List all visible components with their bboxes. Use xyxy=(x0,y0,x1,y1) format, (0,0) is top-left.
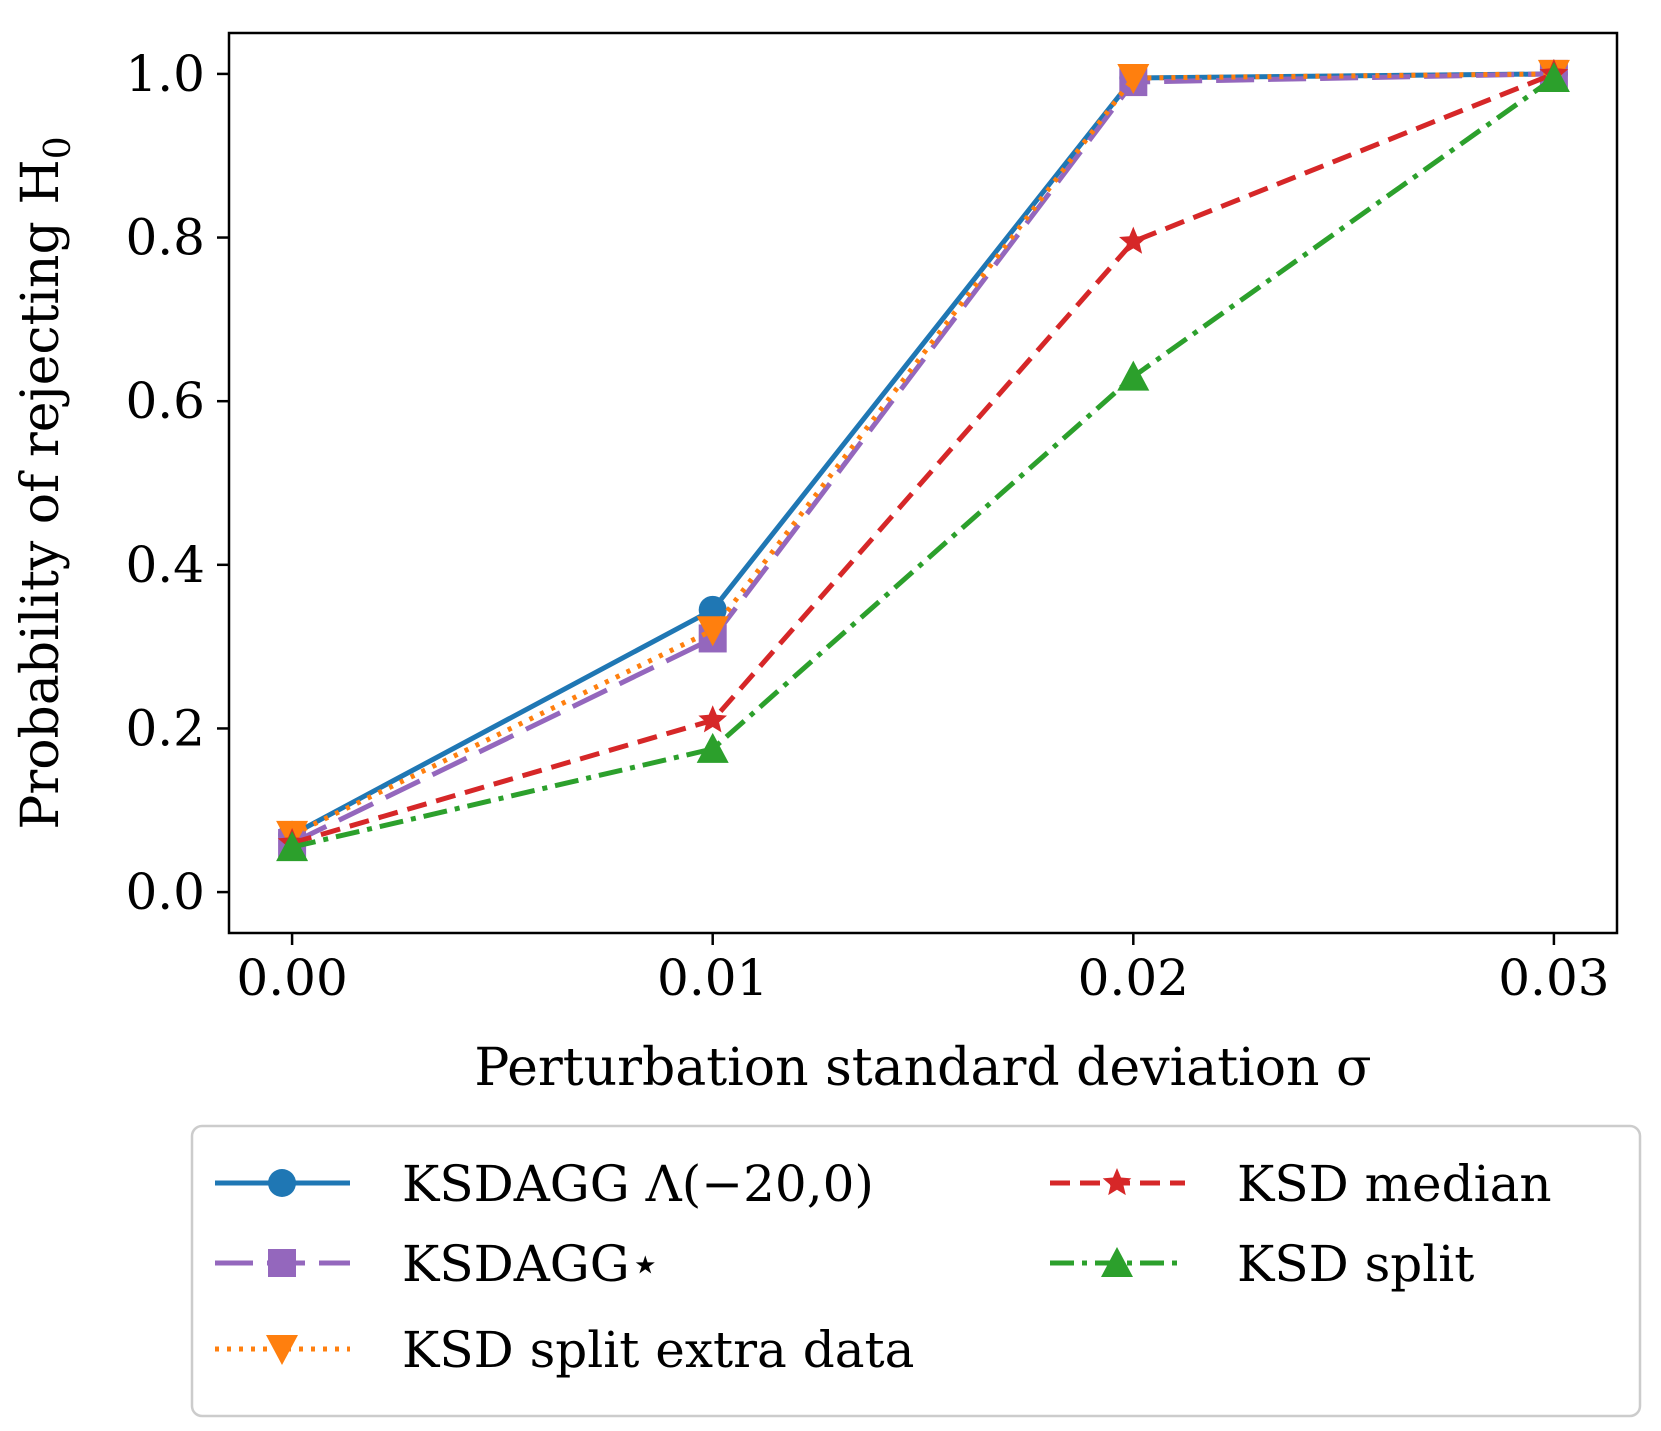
data-point xyxy=(1117,360,1150,391)
legend-label: KSDAGG Λ(−20,0) xyxy=(402,1155,874,1213)
data-point xyxy=(696,616,729,647)
x-tick-label: 0.00 xyxy=(236,949,347,1007)
x-axis-title: Perturbation standard deviation σ xyxy=(474,1038,1371,1098)
y-tick-label: 1.0 xyxy=(125,45,205,103)
plot-area xyxy=(276,58,1570,862)
x-axis: 0.00 0.01 0.02 0.03 xyxy=(236,933,1610,1007)
plot-frame xyxy=(227,31,1619,935)
x-tick-label: 0.01 xyxy=(657,949,768,1007)
data-point xyxy=(1117,64,1150,94)
series-line xyxy=(291,75,1556,850)
legend-entry: KSDAGG⋆ xyxy=(215,1235,661,1293)
legend-label: KSD split extra data xyxy=(402,1321,914,1379)
y-tick-label: 0.0 xyxy=(125,863,205,921)
x-tick-label: 0.02 xyxy=(1078,949,1189,1007)
y-axis: 0.0 0.2 0.4 0.6 0.8 1.0 xyxy=(125,45,229,921)
data-point xyxy=(1119,226,1148,254)
y-tick-label: 0.6 xyxy=(125,372,205,430)
legend-entry: KSD split xyxy=(1050,1235,1474,1293)
y-tick-label: 0.8 xyxy=(125,209,205,267)
data-point xyxy=(698,705,727,733)
data-point xyxy=(276,831,309,862)
legend-label: KSDAGG⋆ xyxy=(402,1235,661,1293)
legend-label: KSD median xyxy=(1237,1155,1552,1213)
series-4 xyxy=(276,62,1570,862)
data-point xyxy=(1537,62,1570,92)
legend-entry: KSDAGG Λ(−20,0) xyxy=(215,1155,874,1213)
legend-marker xyxy=(1101,1247,1133,1277)
y-axis-title: Probability of rejecting H0 xyxy=(11,136,79,829)
series-line xyxy=(291,71,1554,846)
legend-marker xyxy=(266,1335,298,1365)
legend: KSDAGG Λ(−20,0) KSDAGG⋆ KSD split extra da… xyxy=(215,1155,1552,1379)
legend-box xyxy=(190,1124,1642,1418)
legend-marker xyxy=(268,1169,296,1197)
y-axis-title-main: Probability of rejecting H xyxy=(11,159,71,829)
y-axis-title-group: Probability of rejecting H0 xyxy=(11,136,79,829)
legend-marker xyxy=(1102,1168,1132,1196)
legend-label: KSD split xyxy=(1237,1235,1474,1293)
legend-marker xyxy=(268,1249,296,1277)
y-tick-label: 0.2 xyxy=(125,699,205,757)
series-line xyxy=(291,71,1555,846)
legend-entry: KSD median xyxy=(1050,1155,1552,1213)
x-tick-label: 0.03 xyxy=(1498,949,1609,1007)
y-tick-label: 0.4 xyxy=(125,536,205,594)
legend-entry: KSD split extra data xyxy=(215,1321,914,1379)
y-axis-title-subscript: 0 xyxy=(38,136,79,159)
data-point xyxy=(696,732,729,763)
